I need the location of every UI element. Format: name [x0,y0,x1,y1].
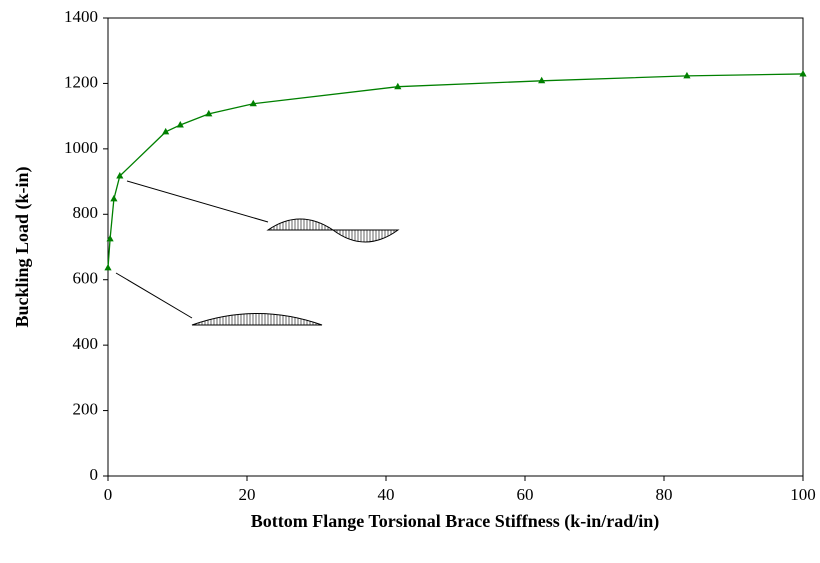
data-line [107,73,804,268]
data-marker [176,120,184,128]
x-tick-label: 40 [378,485,395,504]
data-marker [162,127,170,135]
data-marker [394,82,402,90]
y-axis-title: Buckling Load (k-in) [12,166,33,327]
data-marker [110,194,118,202]
data-marker [205,109,213,117]
x-tick-label: 0 [104,485,113,504]
data-marker [538,76,546,84]
y-tick-label: 200 [73,399,99,418]
y-tick-label: 0 [90,465,99,484]
plot-frame [107,17,804,477]
x-axis-title: Bottom Flange Torsional Brace Stiffness … [251,511,660,532]
y-tick-label: 1200 [64,72,98,91]
y-tick-label: 800 [73,203,99,222]
data-marker [116,172,124,179]
y-tick-label: 1400 [64,7,98,26]
data-marker [249,99,257,107]
data-marker [106,234,114,242]
data-marker [683,71,691,79]
x-tick-label: 20 [239,485,256,504]
buckle-shape-single-wave [115,272,323,326]
y-tick-label: 400 [73,334,99,353]
data-marker [799,69,807,77]
data-marker [104,263,112,271]
y-tick-label: 1000 [64,138,98,157]
x-tick-label: 80 [656,485,673,504]
buckle-shape-two-wave [126,180,400,243]
x-tick-label: 100 [790,485,816,504]
x-tick-label: 60 [517,485,534,504]
y-tick-label: 600 [73,269,99,288]
